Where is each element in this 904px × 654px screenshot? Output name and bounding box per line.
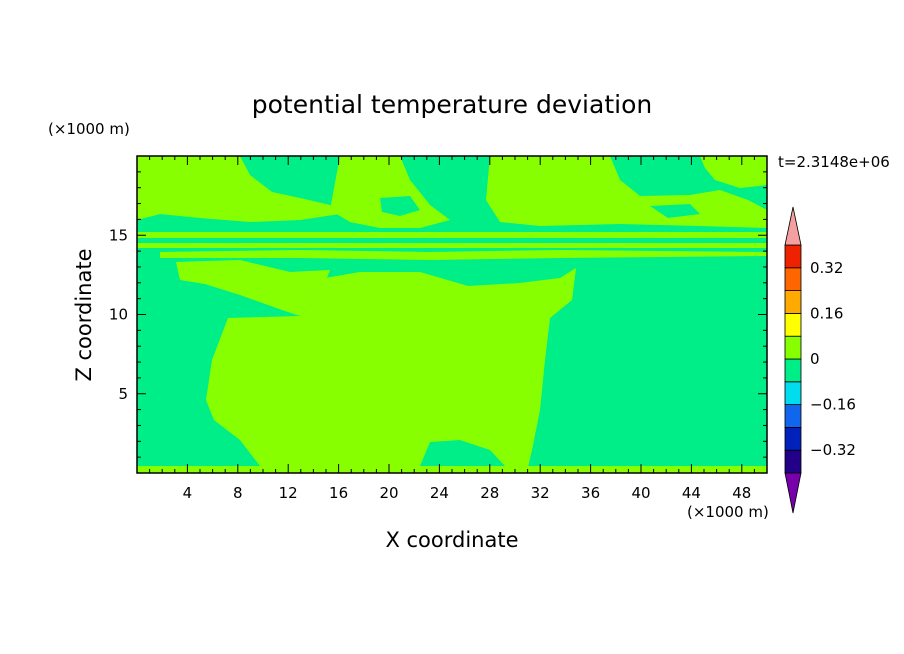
x-tick-label: 24 (430, 484, 449, 502)
positive-top-far-right (700, 156, 767, 188)
colorbar-segment (784, 381, 802, 405)
colorbar-segment (784, 335, 802, 360)
x-axis-label: X coordinate (385, 528, 518, 552)
x-tick-label: 8 (233, 484, 243, 502)
x-tick-label: 32 (531, 484, 550, 502)
colorbar-segment (784, 312, 802, 337)
colorbar-tick-label: 0.32 (810, 259, 843, 277)
colorbar-segment (784, 267, 802, 291)
colorbar-tick-label: 0 (810, 350, 820, 368)
y-axis-ticks: 5 10 15 (109, 171, 767, 458)
x-tick-label: 40 (631, 484, 650, 502)
colorbar-segment (784, 426, 802, 451)
colorbar-under-arrow (784, 472, 802, 514)
x-tick-label: 4 (183, 484, 193, 502)
time-label: t=2.3148e+06 (778, 153, 890, 171)
x-tick-label: 48 (732, 484, 751, 502)
x-tick-label: 16 (329, 484, 348, 502)
colorbar-segment (784, 244, 802, 269)
positive-band-mid (137, 243, 767, 248)
positive-region-left-upper (176, 260, 330, 316)
colorbar-tick-label: −0.32 (810, 441, 856, 459)
positive-band-upper (137, 232, 767, 238)
colorbar-tick-label: −0.16 (810, 396, 856, 414)
x-unit-label: (×1000 m) (687, 503, 769, 521)
plot-area (137, 156, 767, 473)
negative-pocket-right (650, 204, 700, 218)
colorbar-segment (784, 404, 802, 428)
colorbar-segment (784, 358, 802, 383)
positive-band-low (160, 250, 767, 260)
colorbar-segment (784, 449, 802, 474)
colorbar-tick-label: 0.16 (810, 304, 843, 322)
colorbar-over-arrow (784, 206, 802, 246)
x-tick-label: 20 (379, 484, 398, 502)
colorbar: −0.32 −0.16 0 0.16 0.32 (784, 206, 856, 514)
x-axis-ticks: 4 8 12 16 20 24 28 32 36 40 44 48 (149, 156, 768, 502)
positive-top-left (137, 156, 340, 222)
y-unit-label: (×1000 m) (48, 120, 130, 138)
x-tick-label: 12 (279, 484, 298, 502)
chart-title: potential temperature deviation (252, 90, 652, 119)
x-tick-label: 36 (581, 484, 600, 502)
colorbar-segment (784, 290, 802, 314)
x-tick-label: 28 (480, 484, 499, 502)
y-tick-label: 15 (109, 226, 128, 244)
positive-top-right (486, 156, 767, 228)
positive-region-plume (206, 268, 576, 467)
y-tick-label: 10 (109, 306, 128, 324)
y-tick-label: 5 (118, 385, 128, 403)
x-tick-label: 44 (682, 484, 701, 502)
negative-pocket-center-top (380, 196, 420, 216)
y-axis-label: Z coordinate (72, 248, 96, 381)
